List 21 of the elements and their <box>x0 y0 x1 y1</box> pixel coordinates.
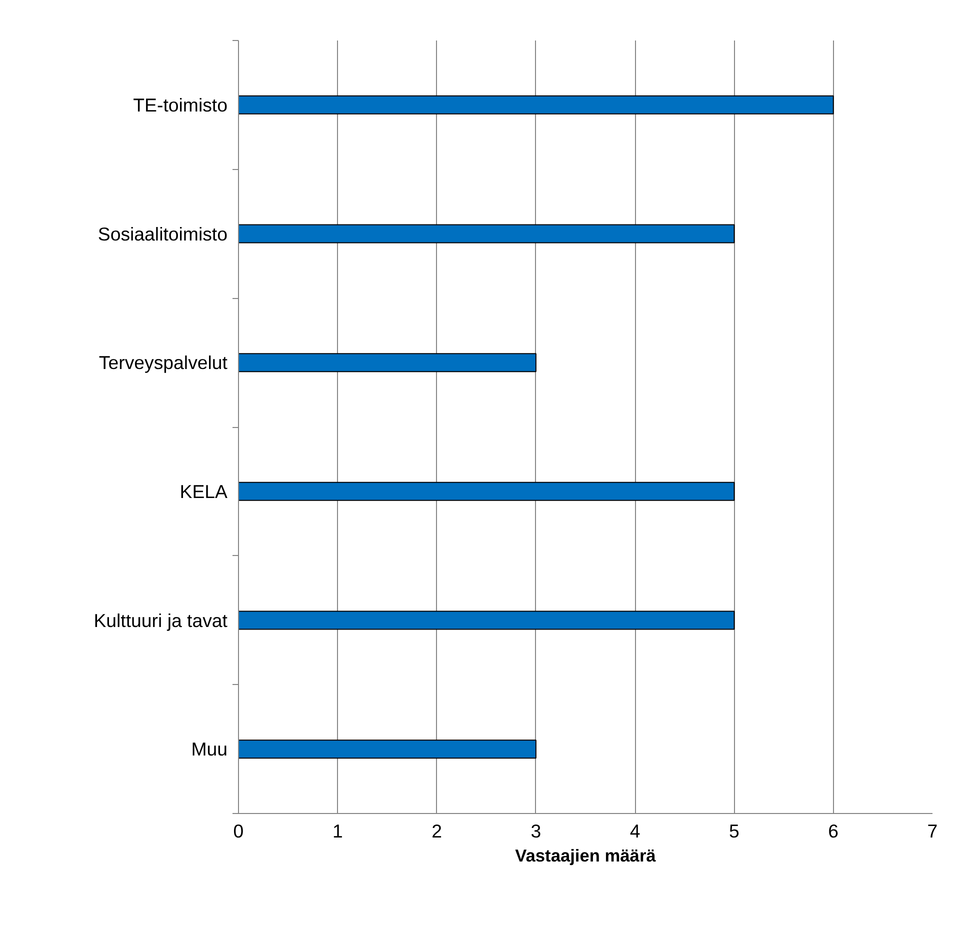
x-tick-label: 5 <box>729 820 740 842</box>
x-tick-label: 4 <box>630 820 640 842</box>
y-tick-label: Sosiaalitoimisto <box>98 223 228 244</box>
bar <box>238 610 735 630</box>
y-tick-label: KELA <box>180 480 228 502</box>
bar <box>238 224 735 244</box>
x-axis-title: Vastaajien määrä <box>515 846 656 866</box>
bar <box>238 482 735 501</box>
x-tick-label: 2 <box>432 820 442 842</box>
x-tick-label: 0 <box>233 820 244 842</box>
bar <box>238 353 536 372</box>
x-tick-label: 7 <box>927 820 938 842</box>
bar <box>238 740 536 759</box>
x-tick-label: 3 <box>530 820 542 842</box>
x-tick-label: 1 <box>332 820 343 842</box>
bar <box>238 95 834 114</box>
x-tick-label: 6 <box>828 820 839 842</box>
y-tick-label: Muu <box>191 738 228 760</box>
y-tick-label: Terveyspalvelut <box>98 352 228 374</box>
y-tick-label: TE-toimisto <box>133 94 228 116</box>
y-tick-label: Kulttuuri ja tavat <box>94 610 228 631</box>
